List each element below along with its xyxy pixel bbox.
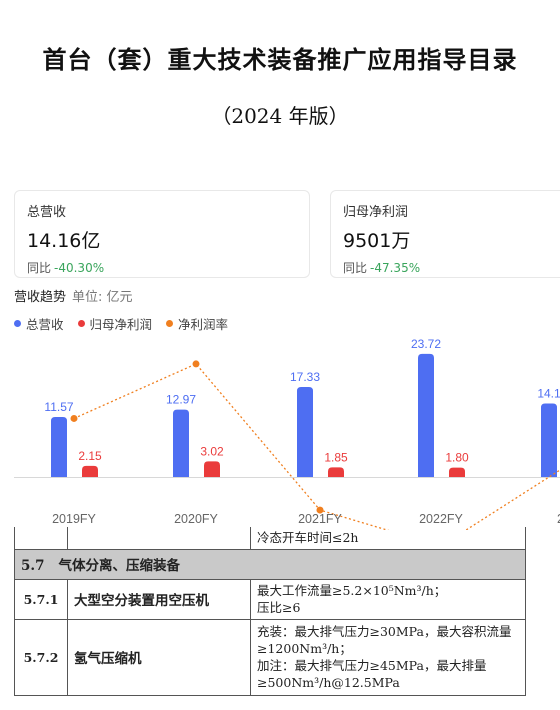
legend-dot-net-margin [166,320,174,327]
trend-unit: 单位: 亿元 [72,290,133,305]
x-tick-label: 2022FY [419,512,463,526]
legend-dot-net-profit [77,320,85,327]
x-tick-label: 2019FY [52,512,96,526]
legend-item-revenue[interactable]: 总营收 [14,314,64,333]
revenue-yoy: 同比 -40.30% [27,259,297,276]
net-profit-card[interactable]: 归母净利润 9501万 同比 -47.35% [330,190,560,278]
revenue-label: 总营收 [27,205,67,220]
trend-header: 营收趋势 单位: 亿元 [14,286,133,305]
net-margin-point [70,414,78,422]
revenue-data-label: 12.97 [166,393,196,407]
requirement-line: 压比≥6 [257,600,301,615]
net-profit-data-label: 3.02 [200,444,224,458]
net-profit-bar [328,467,344,477]
item-name: 氢气压缩机 [67,618,251,696]
legend-label-net-margin: 净利润率 [178,317,229,332]
document-title: 首台（套）重大技术装备推广应用指导目录 [42,45,518,74]
net-profit-bar [449,467,465,477]
chart-legend: 总营收 归母净利润 净利润率 [14,314,228,333]
net-profit-yoy-label: 同比 [343,261,368,275]
revenue-data-label: 11.57 [44,400,73,414]
net-profit-bar [82,465,98,477]
table-cell [14,527,68,550]
section-name: 气体分离、压缩装备 [58,558,181,574]
net-profit-value: 9501万 [343,230,411,252]
trend-title: 营收趋势 [14,290,67,305]
catalog-table: 冷态开车时间≤2h 5.7 气体分离、压缩装备 5.7.1 大型空分装置用空压机 … [14,527,526,696]
revenue-bar [418,353,434,477]
net-profit-label: 归母净利润 [343,205,409,220]
section-number: 5.7 [21,558,45,574]
item-number: 5.7.1 [14,578,68,620]
net-margin-line [73,363,560,530]
revenue-bar [297,387,313,477]
net-profit-yoy-change: -47.35% [370,261,421,275]
table-cell [67,527,251,550]
item-requirements: 充装：最大排气压力≥30MPa，最大容积流量≥1200Nm³/h； 加注：最大排… [250,618,526,696]
item-number: 5.7.2 [14,618,68,696]
net-profit-data-label: 1.85 [324,450,348,464]
revenue-trend-chart: 11.57 12.97 17.33 23.72 14.1 2.15 3.02 1.85 1.80… [14,337,560,530]
x-tick-label: 20 [557,512,560,526]
requirement-line: 充装：最大排气压力≥30MPa，最大容积流量≥1200Nm³/h； [257,624,512,656]
revenue-bar [173,409,189,477]
item-requirements: 最大工作流量≥5.2×10⁵Nm³/h； 压比≥6 [250,578,526,620]
revenue-data-label: 17.33 [290,370,320,384]
table-row: 5.7.1 大型空分装置用空压机 最大工作流量≥5.2×10⁵Nm³/h； 压比… [14,578,526,620]
requirement-line: 加注：最大排气压力≥45MPa，最大排量≥500Nm³/h@12.5MPa [257,658,487,690]
x-tick-label: 2020FY [174,512,218,526]
revenue-value: 14.16亿 [27,230,101,252]
x-tick-label: 2021FY [298,512,342,526]
net-profit-bar [204,461,220,477]
document-edition: （2024 年版） [211,104,349,128]
legend-label-net-profit: 归母净利润 [89,317,153,332]
revenue-bar [541,403,557,477]
revenue-card[interactable]: 总营收 14.16亿 同比 -40.30% [14,190,310,278]
net-margin-point [192,360,200,368]
legend-label-revenue: 总营收 [26,317,64,332]
revenue-yoy-change: -40.30% [54,261,105,275]
table-cell-requirement: 冷态开车时间≤2h [250,527,526,550]
revenue-data-label: 23.72 [411,337,441,351]
net-profit-data-label: 1.80 [445,451,469,465]
requirement-line: 最大工作流量≥5.2×10⁵Nm³/h； [257,583,447,598]
table-row: 冷态开车时间≤2h [14,527,526,550]
revenue-bar [51,416,67,477]
legend-dot-revenue [14,320,21,327]
revenue-yoy-label: 同比 [27,261,52,275]
item-name: 大型空分装置用空压机 [67,578,251,620]
revenue-data-label: 14.1 [537,387,560,401]
net-margin-point [316,506,324,514]
net-profit-yoy: 同比 -47.35% [343,259,557,276]
legend-item-net-profit[interactable]: 归母净利润 [77,314,153,333]
table-section-row: 5.7 气体分离、压缩装备 [14,548,526,580]
legend-item-net-margin[interactable]: 净利润率 [166,314,228,333]
section-header: 5.7 气体分离、压缩装备 [14,548,526,580]
net-profit-data-label: 2.15 [78,449,102,463]
table-row: 5.7.2 氢气压缩机 充装：最大排气压力≥30MPa，最大容积流量≥1200N… [14,618,526,696]
